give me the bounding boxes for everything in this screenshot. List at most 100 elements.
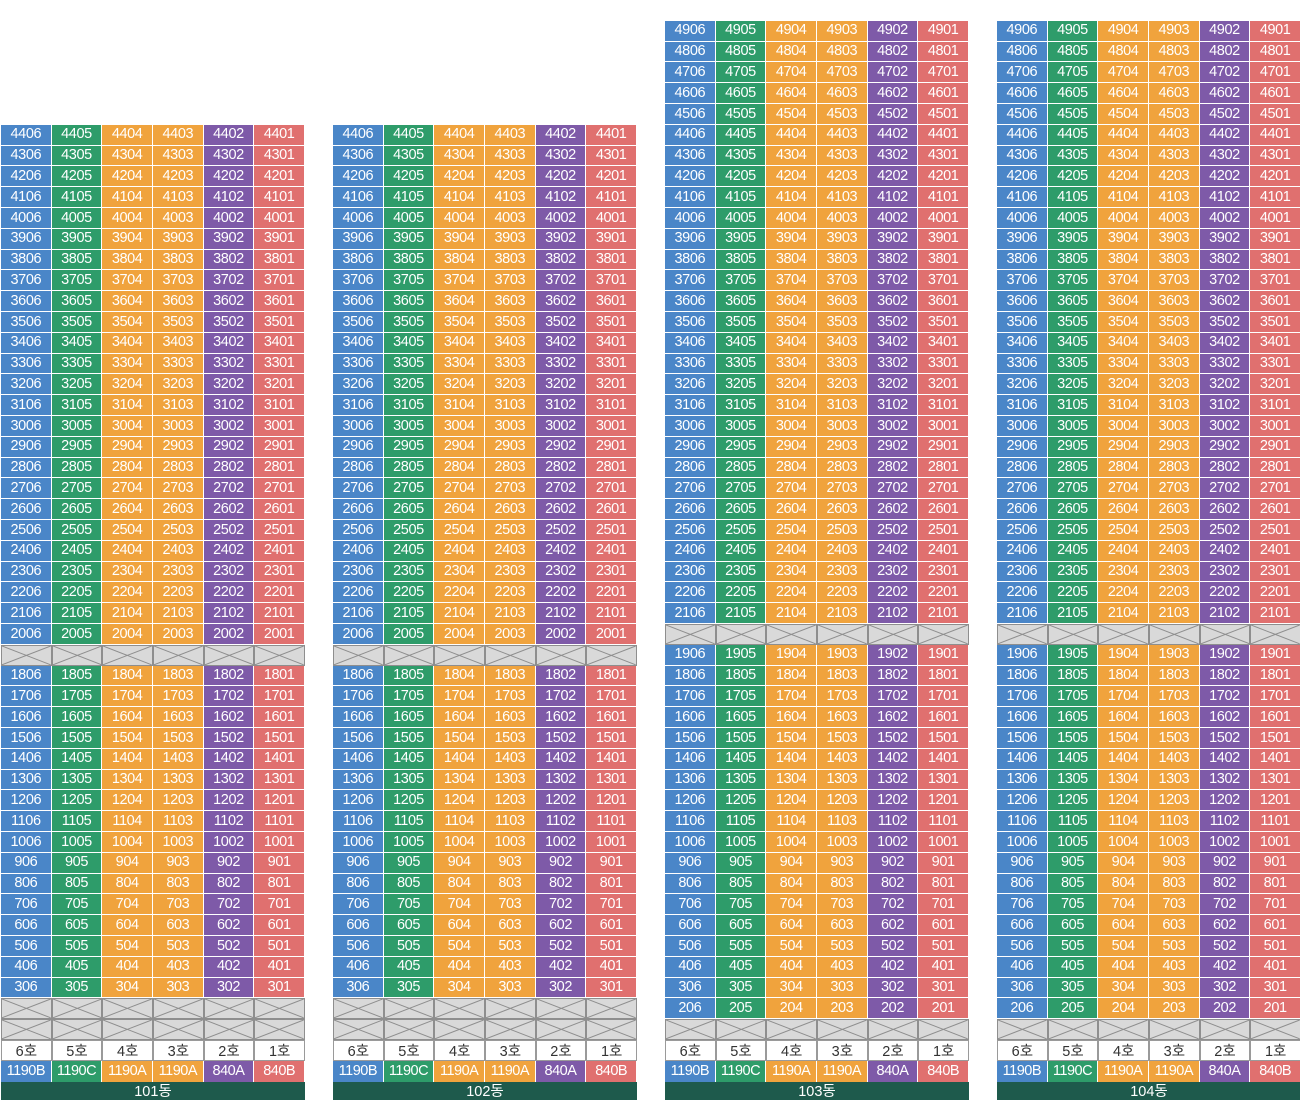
unit-cell[interactable]: 2605: [715, 499, 767, 520]
unit-cell[interactable]: 2205: [51, 582, 103, 604]
unit-cell[interactable]: 4804: [1098, 41, 1149, 63]
unit-cell[interactable]: 4006: [997, 208, 1048, 229]
unit-cell[interactable]: 803: [1149, 873, 1200, 895]
unit-cell[interactable]: 4204: [434, 166, 485, 188]
unit-cell[interactable]: 1803: [485, 665, 536, 687]
unit-cell[interactable]: 1105: [1047, 811, 1099, 832]
unit-cell[interactable]: 4603: [1149, 83, 1200, 104]
unit-cell[interactable]: 201: [1250, 998, 1300, 1020]
unit-cell[interactable]: 2805: [383, 457, 435, 479]
unit-cell[interactable]: 1005: [383, 832, 435, 853]
unit-cell[interactable]: 3105: [383, 395, 435, 416]
unit-cell[interactable]: 3902: [1199, 228, 1251, 250]
unit-cell[interactable]: 205: [715, 998, 767, 1020]
unit-cell[interactable]: 2404: [766, 540, 817, 562]
unit-cell[interactable]: 2702: [1199, 478, 1251, 500]
unit-cell[interactable]: 2202: [203, 582, 255, 604]
unit-cell[interactable]: 2205: [715, 582, 767, 604]
unit-cell[interactable]: 2302: [203, 561, 255, 583]
unit-cell[interactable]: 402: [867, 956, 919, 978]
unit-cell[interactable]: 1105: [383, 811, 435, 832]
unit-cell[interactable]: 3406: [1, 332, 52, 354]
unit-cell[interactable]: 2604: [102, 499, 153, 520]
unit-cell[interactable]: 4204: [766, 166, 817, 188]
unit-cell[interactable]: 4401: [1250, 124, 1300, 146]
unit-cell[interactable]: 3205: [383, 374, 435, 396]
unit-cell[interactable]: 3501: [1250, 312, 1300, 333]
unit-cell[interactable]: 2101: [586, 603, 637, 624]
unit-cell[interactable]: 2405: [383, 540, 435, 562]
unit-cell[interactable]: 1904: [766, 644, 817, 666]
unit-cell[interactable]: 1004: [1098, 832, 1149, 853]
unit-cell[interactable]: 1705: [1047, 686, 1099, 708]
unit-cell[interactable]: 3302: [535, 353, 587, 375]
unit-cell[interactable]: 3905: [51, 228, 103, 250]
unit-cell[interactable]: 1506: [997, 728, 1048, 749]
unit-cell[interactable]: 405: [51, 956, 103, 978]
unit-cell[interactable]: 1606: [997, 707, 1048, 728]
unit-cell[interactable]: 4403: [817, 124, 868, 146]
unit-cell[interactable]: 2602: [203, 499, 255, 520]
unit-cell[interactable]: 3304: [434, 353, 485, 375]
unit-cell[interactable]: 2602: [535, 499, 587, 520]
unit-cell[interactable]: 4906: [665, 20, 716, 42]
unit-cell[interactable]: 602: [535, 915, 587, 936]
unit-cell[interactable]: 3504: [766, 312, 817, 333]
unit-cell[interactable]: 1001: [254, 832, 305, 853]
unit-cell[interactable]: 4205: [383, 166, 435, 188]
unit-cell[interactable]: 3703: [1149, 270, 1200, 292]
unit-cell[interactable]: 1702: [867, 686, 919, 708]
unit-cell[interactable]: 3905: [1047, 228, 1099, 250]
unit-cell[interactable]: 3405: [51, 332, 103, 354]
unit-cell[interactable]: 3705: [715, 270, 767, 292]
unit-cell[interactable]: 1403: [485, 748, 536, 770]
unit-cell[interactable]: 2901: [254, 436, 305, 458]
unit-cell[interactable]: 1503: [485, 728, 536, 749]
unit-cell[interactable]: 3901: [918, 228, 969, 250]
unit-cell[interactable]: 703: [1149, 894, 1200, 916]
unit-cell[interactable]: 1503: [153, 728, 204, 749]
unit-cell[interactable]: 3104: [766, 395, 817, 416]
unit-cell[interactable]: 1802: [535, 665, 587, 687]
unit-cell[interactable]: 2506: [333, 520, 384, 541]
unit-cell[interactable]: 3306: [333, 353, 384, 375]
unit-cell[interactable]: 2203: [153, 582, 204, 604]
unit-cell[interactable]: 1102: [1199, 811, 1251, 832]
unit-cell[interactable]: 1804: [102, 665, 153, 687]
unit-cell[interactable]: 1301: [918, 769, 969, 791]
unit-cell[interactable]: 1801: [586, 665, 637, 687]
unit-cell[interactable]: 704: [766, 894, 817, 916]
unit-cell[interactable]: 3005: [715, 416, 767, 437]
unit-cell[interactable]: 3006: [665, 416, 716, 437]
unit-cell[interactable]: 3506: [333, 312, 384, 333]
unit-cell[interactable]: 2904: [1098, 436, 1149, 458]
unit-cell[interactable]: 2704: [766, 478, 817, 500]
unit-cell[interactable]: 1901: [918, 644, 969, 666]
unit-cell[interactable]: 906: [333, 852, 384, 874]
unit-cell[interactable]: 2603: [485, 499, 536, 520]
unit-cell[interactable]: 2406: [665, 540, 716, 562]
unit-cell[interactable]: 2502: [867, 520, 919, 541]
unit-cell[interactable]: 1404: [766, 748, 817, 770]
unit-cell[interactable]: 3605: [1047, 291, 1099, 312]
unit-cell[interactable]: 4102: [535, 187, 587, 208]
unit-cell[interactable]: 1006: [1, 832, 52, 853]
unit-cell[interactable]: 4301: [918, 145, 969, 167]
unit-cell[interactable]: 4304: [434, 145, 485, 167]
unit-cell[interactable]: 1002: [867, 832, 919, 853]
unit-cell[interactable]: 1703: [153, 686, 204, 708]
unit-cell[interactable]: 2901: [1250, 436, 1300, 458]
unit-cell[interactable]: 1404: [102, 748, 153, 770]
unit-cell[interactable]: 4002: [535, 208, 587, 229]
unit-cell[interactable]: 2705: [715, 478, 767, 500]
unit-cell[interactable]: 2106: [1, 603, 52, 624]
unit-cell[interactable]: 3902: [867, 228, 919, 250]
unit-cell[interactable]: 1304: [102, 769, 153, 791]
unit-cell[interactable]: 4902: [867, 20, 919, 42]
unit-cell[interactable]: 2502: [203, 520, 255, 541]
unit-cell[interactable]: 4204: [1098, 166, 1149, 188]
unit-cell[interactable]: 2202: [535, 582, 587, 604]
unit-cell[interactable]: 1701: [1250, 686, 1300, 708]
unit-cell[interactable]: 4305: [383, 145, 435, 167]
unit-cell[interactable]: 1302: [203, 769, 255, 791]
